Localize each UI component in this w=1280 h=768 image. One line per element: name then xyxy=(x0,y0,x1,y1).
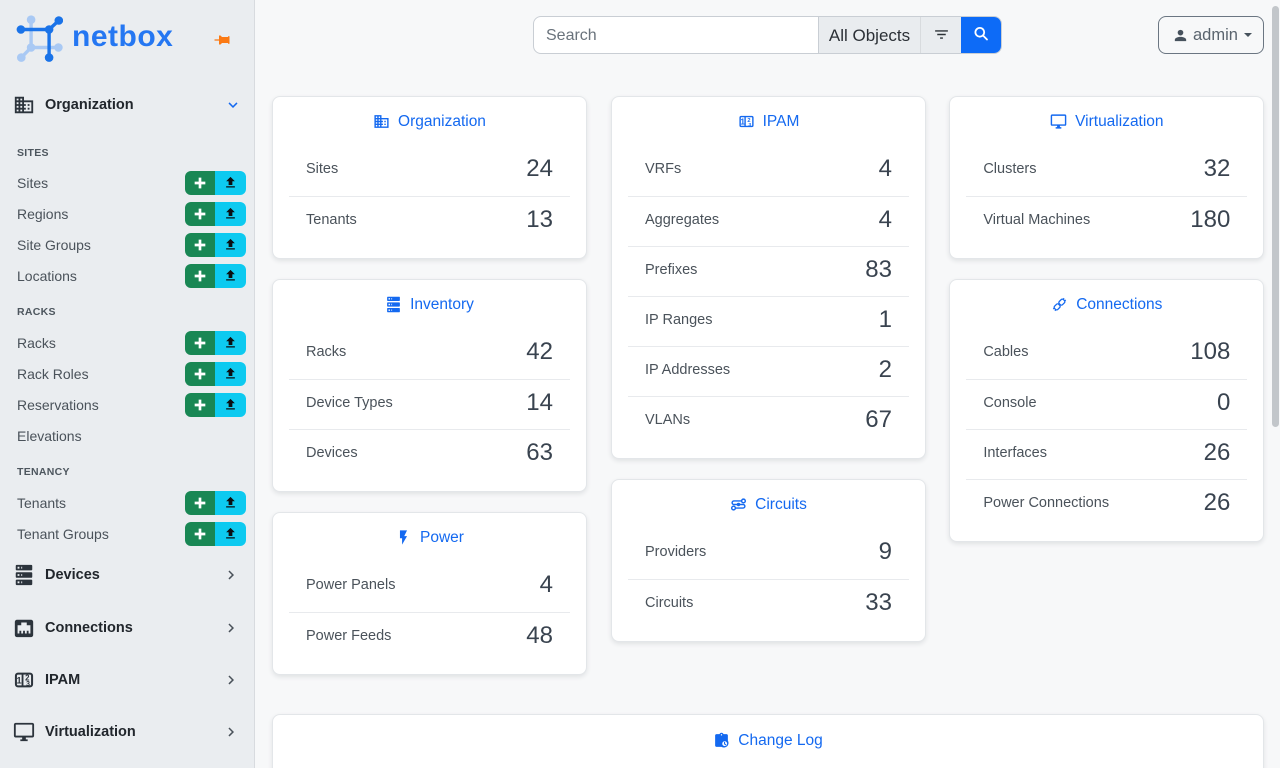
svg-text:3: 3 xyxy=(26,680,30,687)
svg-text:2: 2 xyxy=(747,118,750,124)
svg-text:2: 2 xyxy=(25,673,30,682)
svg-text:3: 3 xyxy=(748,122,751,128)
svg-text:1: 1 xyxy=(17,675,22,685)
svg-text:1: 1 xyxy=(740,118,745,127)
